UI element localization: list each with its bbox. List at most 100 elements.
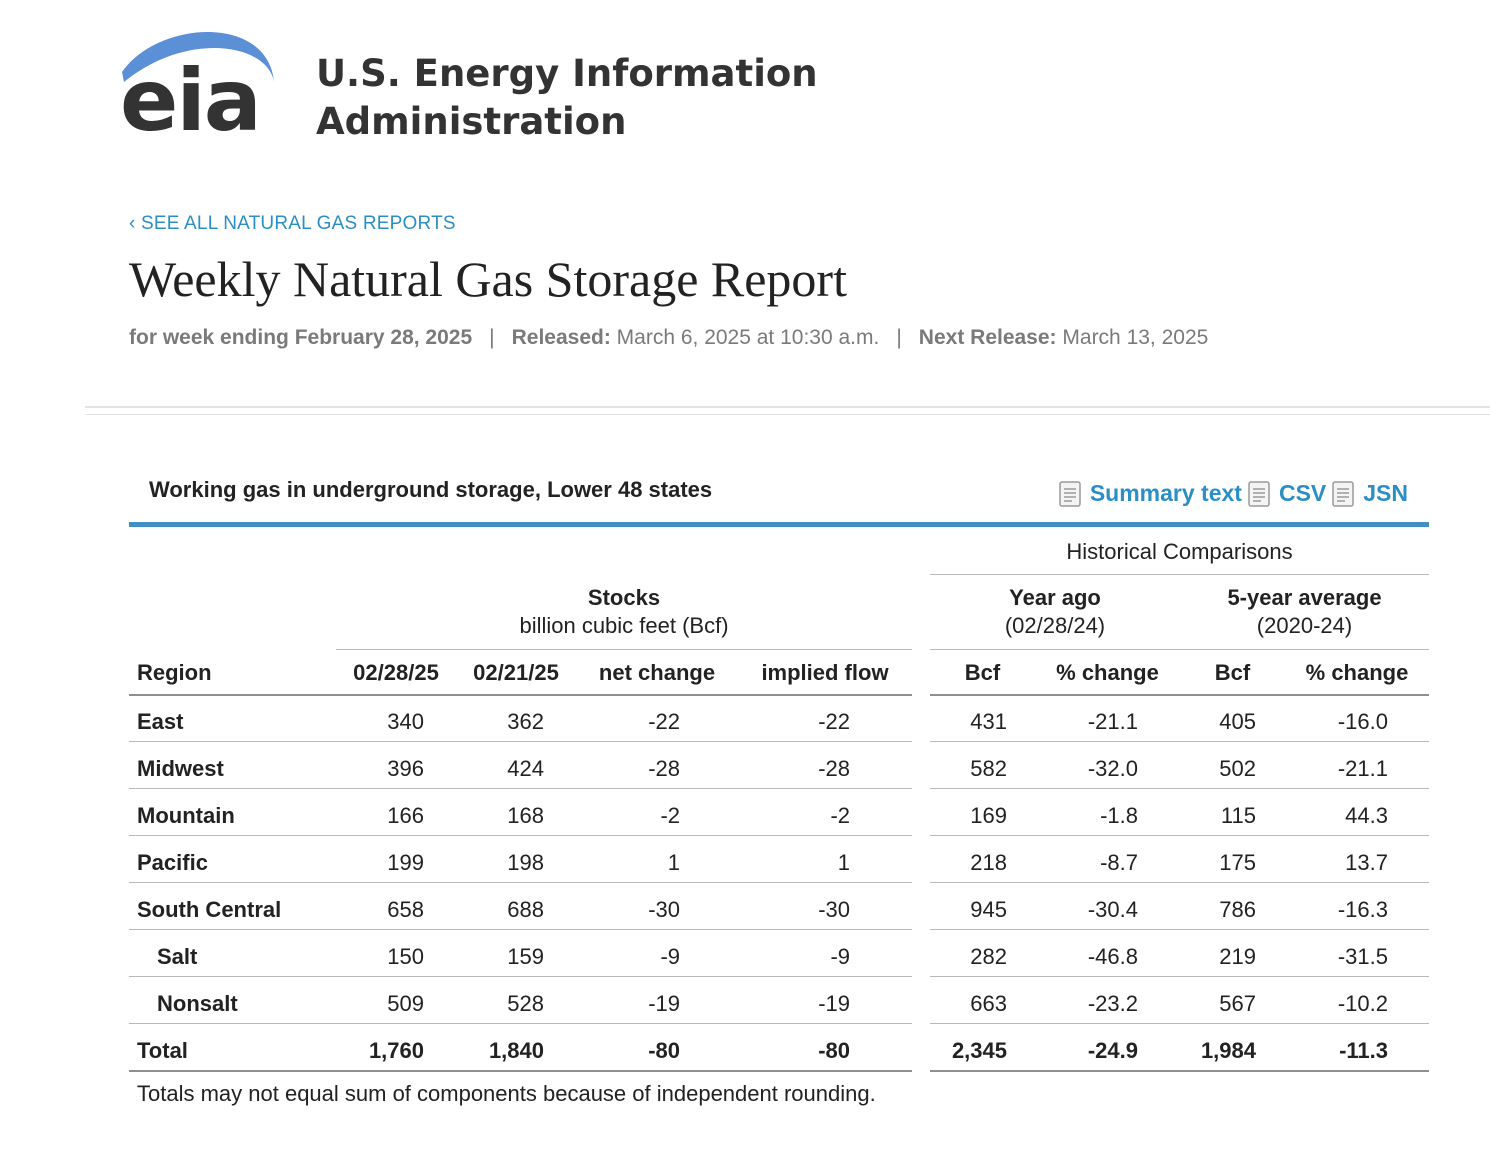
- region-label: Salt: [157, 944, 198, 969]
- table-cell: -31.5: [1337, 944, 1388, 969]
- table-cell: -9: [830, 944, 850, 969]
- row-rule: [930, 1070, 1429, 1072]
- summary-text-label: Summary text: [1089, 480, 1242, 506]
- table-cell: -9: [660, 944, 680, 969]
- table-cell: -80: [818, 1038, 850, 1063]
- table-cell: 340: [387, 709, 424, 734]
- col-header-five-year-pct: % change: [1305, 660, 1409, 685]
- table-cell: 115: [1220, 803, 1256, 828]
- logo-arc: [122, 31, 274, 82]
- region-label: Nonsalt: [157, 991, 238, 1016]
- table-cell: 44.3: [1345, 803, 1388, 828]
- table-cell: -23.2: [1087, 991, 1138, 1016]
- five-year-range: (2020-24): [1256, 613, 1353, 638]
- table-cell: -30.4: [1087, 897, 1138, 922]
- row-rule: [930, 976, 1429, 977]
- table-cell: -16.3: [1337, 897, 1388, 922]
- row-rule: [129, 976, 912, 977]
- table-cell: 199: [387, 850, 424, 875]
- table-cell: -32.0: [1087, 756, 1138, 781]
- table-cell: 168: [507, 803, 544, 828]
- table-cell: -80: [648, 1038, 680, 1063]
- table-cell: -21.1: [1337, 756, 1388, 781]
- table-cell: 13.7: [1345, 850, 1388, 875]
- table-cell: -28: [648, 756, 680, 781]
- table-cell: 219: [1219, 944, 1256, 969]
- table-cell: 658: [387, 897, 424, 922]
- section-divider: [85, 406, 1490, 415]
- table-cell: 786: [1219, 897, 1256, 922]
- table-cell: -11.3: [1339, 1038, 1388, 1063]
- logo-arc-shape: [122, 31, 274, 82]
- col-header-year-ago-pct: % change: [1056, 660, 1159, 685]
- released-value: March 6, 2025 at 10:30 a.m.: [616, 326, 880, 349]
- next-release-value: March 13, 2025: [1062, 326, 1209, 349]
- stocks-header: Stocks: [587, 585, 661, 610]
- row-rule: [129, 1070, 912, 1072]
- region-label: Pacific: [137, 850, 208, 875]
- eia-logo[interactable]: eia U.S. Energy Information Administrati…: [118, 20, 818, 150]
- row-rule: [930, 694, 1429, 696]
- table-cell: 663: [970, 991, 1007, 1016]
- table-cell: 169: [970, 803, 1007, 828]
- col-header-net-change: net change: [598, 660, 716, 685]
- stocks-units: billion cubic feet (Bcf): [519, 613, 729, 638]
- table-cell: 396: [387, 756, 424, 781]
- jsn-label: JSN: [1363, 480, 1408, 506]
- document-icon: [1332, 480, 1354, 507]
- download-links: Summary text CSV JSN: [1053, 480, 1408, 507]
- table-cell: 528: [507, 991, 544, 1016]
- agency-name-line2: Administration: [316, 100, 627, 143]
- row-rule: [930, 835, 1429, 836]
- table-cell: 2,345: [951, 1038, 1007, 1063]
- table-cell: 424: [507, 756, 544, 781]
- table-cell: -46.8: [1087, 944, 1138, 969]
- table-cell: 198: [507, 850, 544, 875]
- table-cell: -28: [818, 756, 850, 781]
- see-all-reports-link[interactable]: ‹ SEE ALL NATURAL GAS REPORTS: [129, 213, 456, 234]
- row-rule: [129, 1023, 912, 1024]
- header-rule: [930, 649, 1429, 650]
- year-ago-header: Year ago: [1009, 585, 1101, 610]
- table-cell: 159: [507, 944, 544, 969]
- page-title: Weekly Natural Gas Storage Report: [129, 251, 847, 307]
- table-cell: 582: [970, 756, 1007, 781]
- table-cell: 218: [970, 850, 1007, 875]
- col-header-current-week: 02/28/25: [353, 660, 439, 685]
- rounding-footnote: Totals may not equal sum of components b…: [137, 1081, 876, 1106]
- table-cell: 362: [507, 709, 544, 734]
- table-cell: -2: [830, 803, 850, 828]
- table-cell: 405: [1219, 709, 1256, 734]
- region-label: East: [137, 709, 184, 734]
- jsn-link[interactable]: JSN: [1332, 480, 1408, 507]
- col-header-year-ago-bcf: Bcf: [964, 660, 1001, 685]
- table-cell: 1,984: [1200, 1038, 1256, 1063]
- table-cell: 688: [507, 897, 544, 922]
- row-rule: [930, 929, 1429, 930]
- table-cell: 1: [667, 850, 680, 875]
- table-cell: 166: [387, 803, 424, 828]
- table-cell: 509: [387, 991, 424, 1016]
- table-cell: 1: [837, 850, 850, 875]
- row-rule: [129, 741, 912, 742]
- header-rule: [336, 649, 912, 650]
- table-cell: -2: [660, 803, 680, 828]
- row-rule: [930, 882, 1429, 883]
- table-cell: 150: [387, 944, 424, 969]
- region-label: Mountain: [137, 803, 235, 828]
- col-header-prior-week: 02/21/25: [473, 660, 559, 685]
- col-header-five-year-bcf: Bcf: [1214, 660, 1251, 685]
- summary-text-link[interactable]: Summary text: [1059, 480, 1242, 507]
- table-cell: -30: [648, 897, 680, 922]
- row-rule: [930, 1023, 1429, 1024]
- table-title: Working gas in underground storage, Lowe…: [149, 477, 713, 502]
- table-cell: 282: [970, 944, 1007, 969]
- row-rule: [930, 741, 1429, 742]
- csv-link[interactable]: CSV: [1248, 480, 1326, 507]
- row-rule: [129, 929, 912, 930]
- week-ending: for week ending February 28, 2025: [129, 326, 473, 349]
- year-ago-date: (02/28/24): [1004, 613, 1106, 638]
- table-cell: 1,840: [488, 1038, 544, 1063]
- total-label: Total: [137, 1038, 188, 1063]
- storage-table: Historical Comparisons Stocks billion cu…: [129, 527, 1429, 1087]
